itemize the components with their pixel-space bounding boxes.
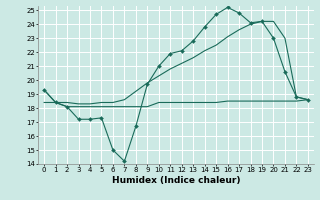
- X-axis label: Humidex (Indice chaleur): Humidex (Indice chaleur): [112, 176, 240, 185]
